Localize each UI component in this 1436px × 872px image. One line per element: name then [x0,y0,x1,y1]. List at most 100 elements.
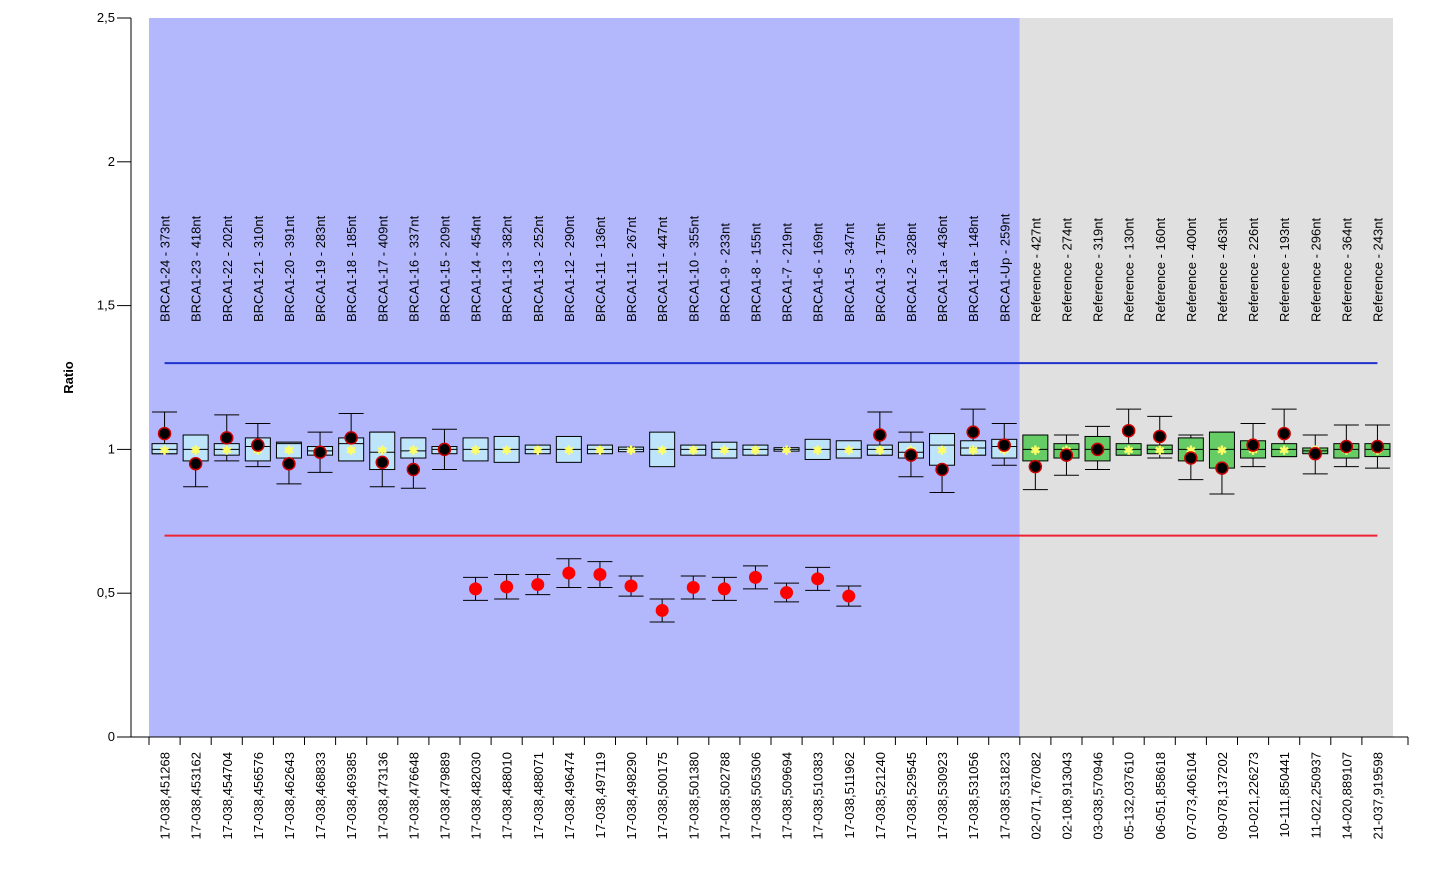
probe-group: ✱ [929,433,956,494]
probe-group: ✱ [1146,415,1173,459]
probe-label: BRCA1-22 - 202nt [220,215,235,322]
data-point [1184,451,1198,465]
probe-label: Reference - 243nt [1370,218,1385,322]
probe-group: ✱ [680,443,707,600]
probe-label: BRCA1-5 - 347nt [842,223,857,322]
probe-label: BRCA1-2 - 328nt [904,223,919,322]
probe-label: Reference - 226nt [1246,218,1261,322]
deleted-point [624,579,638,593]
probe-label: BRCA1-13 - 252nt [531,215,546,322]
probe-label: BRCA1-18 - 185nt [344,215,359,322]
deleted-point [842,589,856,603]
mean-marker: ✱ [346,443,356,457]
box [182,434,209,462]
reference-region-background [1019,18,1393,737]
probe-label: BRCA1-20 - 391nt [282,215,297,322]
probe-label: BRCA1-24 - 373nt [158,215,173,322]
probe-group: ✱ [182,434,209,488]
x-tick-label: 17-038,451268 [158,752,173,839]
data-point [1277,426,1291,441]
x-tick-label: 17-038,468833 [313,752,328,839]
data-point [220,431,234,445]
box [400,437,427,459]
probe-group: ✱ [1208,431,1235,495]
x-tick-label: 17-038,462643 [282,752,297,839]
mean-marker: ✱ [750,443,760,457]
probe-label: BRCA1-9 - 233nt [717,223,732,322]
data-point [904,448,918,462]
probe-label: BRCA1-21 - 310nt [251,215,266,322]
x-tick-label: 17-038,498290 [624,752,639,839]
probe-series: ✱ ✱ ✱ ✱ ✱ ✱ ✱ ✱ ✱ ✱ ✱ ✱ ✱ ✱ ✱ ✱ ✱ ✱ ✱ ✱ ✱ ✱ ✱ ✱ ✱ ✱ ✱ ✱ ✱ ✱ ✱ ✱ ✱ ✱ ✱ ✱ ✱ ✱ ✱ ✱ [151,408,1391,623]
probe-label: BRCA1-Up - 259nt [997,213,1012,322]
probe-label: BRCA1-19 - 283nt [313,215,328,322]
sample-region-background [149,18,1020,737]
x-tick-label: 02-071,767082 [1028,752,1043,839]
y-tick-label: 0 [108,729,115,744]
probe-label: BRCA1-7 - 219nt [780,223,795,322]
x-tick-label: 17-038,505306 [748,752,763,839]
data-point [1153,429,1167,444]
y-tick-label: 1,5 [97,298,115,313]
probe-group: ✱ [1302,434,1329,475]
deleted-point [500,580,514,594]
probe-group: ✱ [307,431,334,473]
probe-group: ✱ [804,438,831,591]
box [151,443,178,455]
probe-group: ✱ [866,411,893,457]
data-point [1339,439,1354,454]
probe-group: ✱ [244,423,271,468]
probe-group: ✱ [493,435,520,600]
probe-group: ✱ [1115,408,1142,457]
probe-group: ✱ [1053,434,1080,476]
mean-marker: ✱ [284,443,294,457]
x-tick-label: 05-132,037610 [1122,752,1137,839]
mean-marker: ✱ [533,443,543,457]
y-tick-label: 2,5 [97,10,115,25]
y-ticks: 0 0,5 1 1,5 2 2,5 [97,10,131,744]
probe-label: BRCA1-23 - 418nt [189,215,204,322]
axes: Ratio [61,18,1408,738]
mean-marker: ✱ [564,443,574,457]
mean-marker: ✱ [688,443,698,457]
probe-label: BRCA1-11 - 136nt [593,216,608,322]
probe-group: ✱ [1240,423,1267,468]
x-tick-label: 17-038,509694 [780,752,795,839]
probe-label: BRCA1-10 - 355nt [686,215,701,322]
probe-label: BRCA1-3 - 175nt [873,223,888,322]
x-tick-label: 17-038,456576 [251,752,266,839]
deleted-point [562,566,576,580]
probe-group: ✱ [835,440,862,607]
x-tick-label: 07-073,406104 [1184,752,1199,839]
x-tick-label: 17-038,511962 [842,752,857,839]
probe-label: BRCA1-1a - 436nt [935,215,950,322]
x-tick-label: 17-038,500175 [655,752,670,839]
probe-group: ✱ [1271,408,1298,457]
mean-marker: ✱ [222,443,232,457]
data-point [1121,423,1136,438]
data-point [437,442,452,457]
x-tick-label: 17-038,510383 [811,752,826,839]
probe-label: Reference - 400nt [1184,218,1199,322]
mean-marker: ✱ [1279,443,1289,457]
mean-marker: ✱ [408,443,418,457]
probe-group: ✱ [369,431,396,488]
mean-marker: ✱ [937,443,947,457]
mean-marker: ✱ [719,443,729,457]
data-point [188,457,203,471]
mean-marker: ✱ [875,443,885,457]
y-tick-label: 1 [108,441,115,456]
probe-label: Reference - 130nt [1122,218,1137,322]
x-tick-label: 02-108,913043 [1059,752,1074,839]
deleted-point [531,578,545,592]
mean-marker: ✱ [1030,443,1040,457]
probe-label: BRCA1-15 - 209nt [437,215,452,322]
mean-marker: ✱ [377,443,387,457]
x-tick-label: 17-038,479889 [437,752,452,839]
mean-marker: ✱ [1124,443,1134,457]
probe-group: ✱ [1022,434,1049,491]
deleted-point [469,582,483,596]
probe-label: BRCA1-1a - 148nt [966,215,981,322]
x-tick-label: 17-038,496474 [562,752,577,839]
probe-label: Reference - 427nt [1028,218,1043,322]
